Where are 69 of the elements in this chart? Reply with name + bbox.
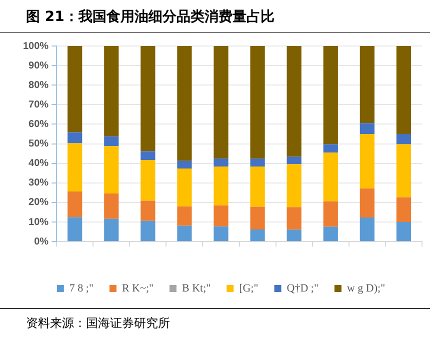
bar [396,197,412,222]
bar [68,143,82,192]
y-tick-label: 10% [28,216,49,228]
bar [323,226,338,242]
bar [250,206,265,230]
legend-label: Q†D ;" [286,282,318,294]
bar [286,156,302,164]
bar [323,144,338,153]
bar [360,188,374,218]
legend-label: [G;" [239,282,258,294]
y-tick-label: 80% [28,80,49,91]
bar [177,46,192,161]
y-tick-label: 60% [28,118,49,130]
bar [396,134,412,144]
bar [323,46,338,144]
bar [360,46,374,124]
bar [104,46,119,136]
bar [323,201,338,227]
bar [104,146,119,194]
bar [250,46,265,159]
bar [68,132,82,144]
bar [140,151,156,160]
y-tick-label: 50% [28,138,49,150]
y-tick-label: 90% [28,60,49,72]
text: 资料来源：国海证券研究所 [26,315,170,332]
bar [177,168,192,206]
y-tick-label: 0% [34,236,49,248]
y-tick-label: 100% [23,40,49,52]
bar [250,229,265,242]
bar [214,166,228,206]
legend-label: B Kt;" [182,282,211,294]
y-tick-label: 20% [28,197,49,208]
y-tick-label: 30% [28,178,49,189]
legend-label: 7 8 ;" [69,282,94,294]
bar [286,230,302,242]
bar [214,205,228,226]
bar [68,46,82,132]
bar [323,152,338,202]
bar [250,158,265,166]
bar [140,160,156,201]
bar [214,46,228,159]
bar [140,220,156,242]
y-tick-label: 70% [28,99,49,110]
bar [214,226,228,242]
bar [177,226,192,242]
bar [104,193,119,219]
bar [104,218,119,242]
y-tick-label: 40% [28,158,49,170]
bar [177,160,192,168]
bar [286,164,302,208]
chart-title: 图 21：我国食用油细分品类消费量占比 [26,8,274,26]
bar [360,134,374,188]
bar [140,200,156,221]
bar [396,144,412,198]
bar [104,136,119,146]
bar [396,46,412,134]
legend-label: w g D);" [346,282,386,294]
bar [286,46,302,157]
bar [286,207,302,230]
bar [140,46,156,152]
bar [396,222,412,242]
bar [68,192,82,218]
bar [68,217,82,242]
bar [360,218,374,242]
bar [360,123,374,134]
legend-label: R K~;" [122,282,154,294]
bar [214,158,228,166]
bar [177,206,192,226]
bar [250,166,265,207]
